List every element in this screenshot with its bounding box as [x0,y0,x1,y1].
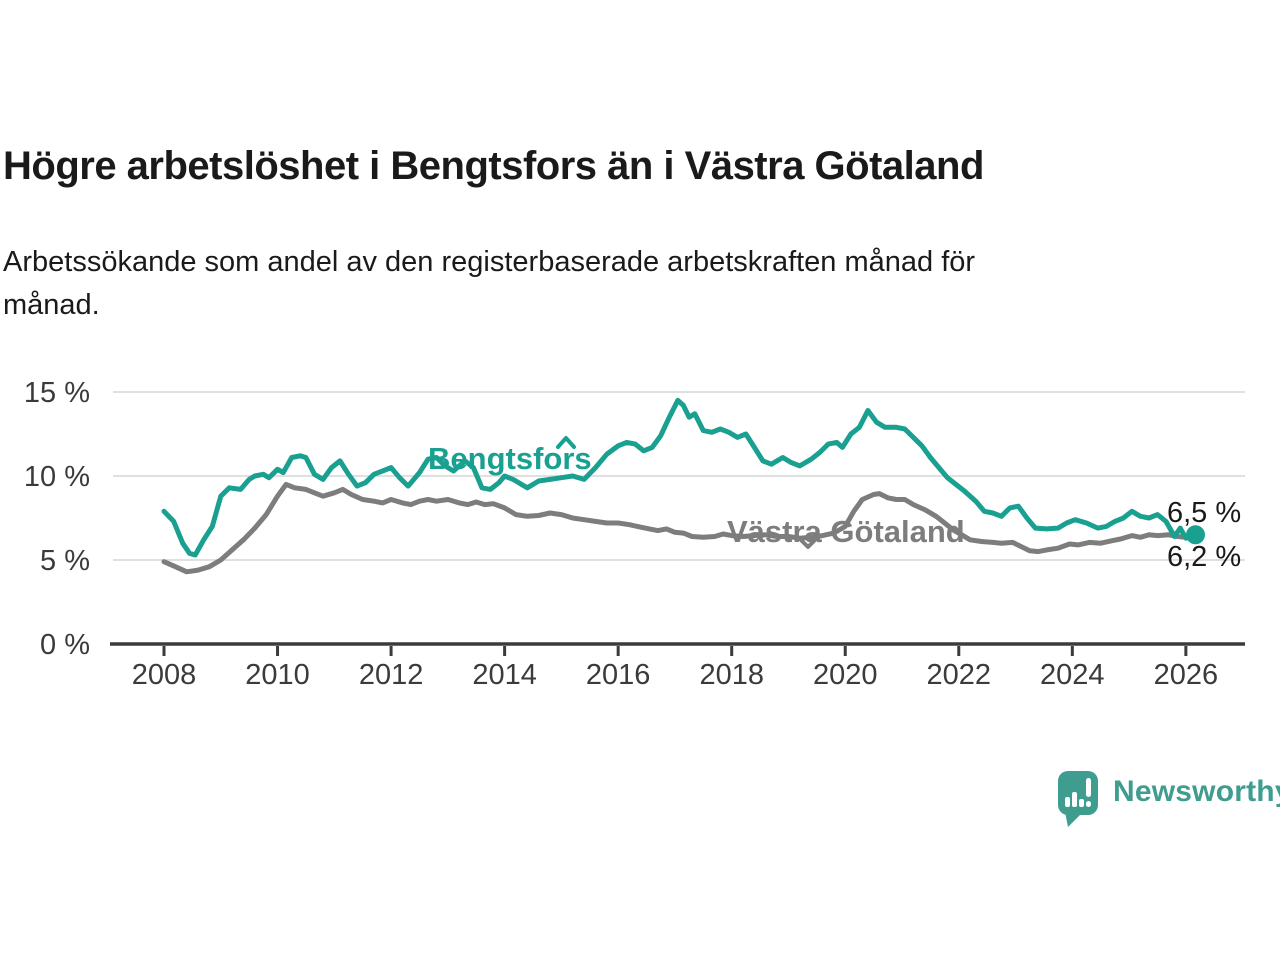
x-tick-label: 2012 [359,659,424,691]
vastra-gotaland-label-caret-icon [798,537,818,549]
y-tick-label: 10 % [24,461,90,493]
x-tick-label: 2026 [1154,659,1219,691]
x-tick-label: 2018 [699,659,764,691]
series-line-bengtsfors [161,397,1198,558]
bengtsfors-label-caret-icon [556,436,576,449]
newsworthy-logo: Newsworthy [1056,766,1280,828]
series-label-bengtsfors: Bengtsfors [428,441,592,476]
series-label-vastra-gotaland: Västra Götaland [727,514,965,549]
x-tick-label: 2024 [1040,659,1105,691]
subtitle-line-2: månad. [3,289,100,321]
x-tick-label: 2016 [586,659,651,691]
y-tick-label: 15 % [24,377,90,409]
subtitle-line-1: Arbetssökande som andel av den registerb… [3,246,976,278]
newsworthy-logo-text: Newsworthy [1113,775,1280,808]
series-line-v-stra-g-taland [161,481,1198,575]
end-value-label-vastra-gotaland: 6,2 % [1167,541,1242,573]
x-tick-label: 2014 [472,659,537,691]
x-tick-label: 2010 [245,659,310,691]
page-title: Högre arbetslöshet i Bengtsfors än i Väs… [3,144,984,188]
newsworthy-logo-icon [1058,771,1098,827]
y-tick-label: 5 % [40,545,90,577]
end-value-label-bengtsfors: 6,5 % [1167,497,1242,529]
series-end-dot [1186,525,1205,545]
x-tick-label: 2020 [813,659,878,691]
x-tick-label: 2008 [132,659,197,691]
x-tick-label: 2022 [927,659,992,691]
chart-subtitle: Arbetssökande som andel av den registerb… [3,241,1193,327]
y-tick-label: 0 % [40,629,90,661]
